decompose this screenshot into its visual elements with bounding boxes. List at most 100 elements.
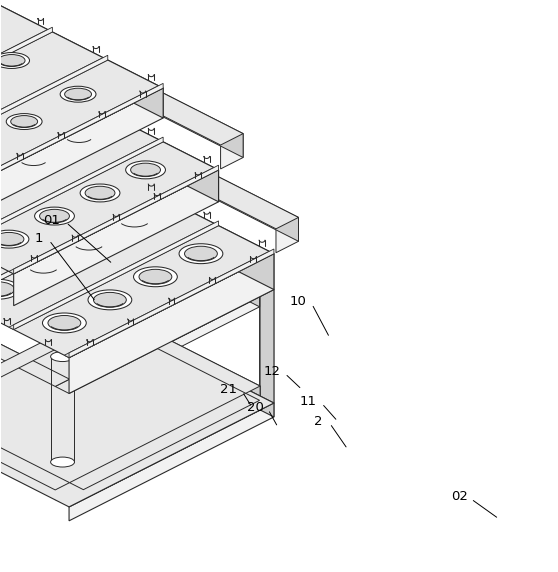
Polygon shape — [0, 220, 107, 319]
Ellipse shape — [0, 279, 20, 299]
Ellipse shape — [0, 232, 24, 246]
Polygon shape — [69, 249, 274, 358]
Polygon shape — [13, 165, 219, 274]
Polygon shape — [122, 316, 260, 396]
Polygon shape — [0, 195, 163, 301]
Ellipse shape — [0, 176, 3, 189]
Polygon shape — [0, 30, 52, 136]
Text: 01: 01 — [43, 214, 60, 227]
Ellipse shape — [88, 290, 132, 310]
Ellipse shape — [118, 213, 151, 228]
Ellipse shape — [85, 186, 115, 200]
Text: 11: 11 — [299, 395, 316, 408]
Polygon shape — [246, 283, 260, 300]
Polygon shape — [276, 217, 299, 253]
Polygon shape — [0, 167, 108, 273]
Ellipse shape — [65, 88, 92, 100]
Polygon shape — [0, 4, 163, 192]
Polygon shape — [0, 140, 163, 246]
Polygon shape — [0, 193, 163, 301]
Polygon shape — [246, 290, 259, 307]
Ellipse shape — [48, 316, 81, 331]
Polygon shape — [0, 169, 274, 358]
Polygon shape — [0, 86, 219, 274]
Ellipse shape — [40, 209, 69, 223]
Text: 20: 20 — [247, 401, 263, 414]
Polygon shape — [52, 86, 219, 202]
Ellipse shape — [42, 313, 86, 333]
Ellipse shape — [185, 246, 218, 261]
Polygon shape — [13, 170, 219, 305]
Ellipse shape — [131, 163, 161, 177]
Ellipse shape — [73, 236, 105, 251]
Polygon shape — [0, 323, 107, 422]
Polygon shape — [93, 213, 107, 229]
Text: 21: 21 — [220, 383, 237, 396]
Polygon shape — [0, 112, 108, 218]
Polygon shape — [55, 379, 70, 396]
Polygon shape — [77, 49, 243, 157]
Polygon shape — [55, 49, 243, 145]
Ellipse shape — [51, 352, 74, 362]
Polygon shape — [0, 109, 108, 218]
Polygon shape — [110, 133, 299, 229]
Polygon shape — [0, 55, 108, 164]
Ellipse shape — [80, 184, 120, 202]
Polygon shape — [70, 394, 259, 490]
Polygon shape — [132, 133, 299, 241]
Polygon shape — [0, 81, 52, 189]
Polygon shape — [246, 283, 274, 297]
Polygon shape — [69, 386, 83, 507]
Polygon shape — [83, 400, 259, 499]
Polygon shape — [69, 254, 274, 394]
Ellipse shape — [13, 150, 54, 168]
Polygon shape — [246, 386, 260, 403]
Text: 2: 2 — [314, 415, 322, 428]
Ellipse shape — [0, 173, 8, 191]
Polygon shape — [0, 316, 107, 412]
Ellipse shape — [113, 210, 156, 230]
Polygon shape — [93, 316, 107, 333]
Ellipse shape — [22, 256, 65, 276]
Polygon shape — [259, 289, 274, 410]
Text: 1: 1 — [35, 232, 44, 245]
Ellipse shape — [0, 53, 30, 69]
Polygon shape — [0, 165, 108, 273]
Ellipse shape — [18, 153, 49, 166]
Ellipse shape — [179, 244, 223, 264]
Ellipse shape — [35, 207, 74, 225]
Polygon shape — [70, 290, 259, 386]
Polygon shape — [260, 283, 274, 403]
Polygon shape — [55, 483, 70, 500]
Polygon shape — [107, 212, 260, 290]
Polygon shape — [0, 319, 274, 507]
Polygon shape — [246, 394, 259, 410]
Ellipse shape — [64, 129, 94, 143]
Polygon shape — [9, 223, 219, 329]
Ellipse shape — [139, 269, 172, 284]
Ellipse shape — [0, 230, 29, 248]
Polygon shape — [0, 27, 52, 136]
Ellipse shape — [0, 282, 15, 297]
Ellipse shape — [67, 233, 111, 253]
Text: 02: 02 — [451, 490, 468, 503]
Polygon shape — [70, 379, 83, 499]
Polygon shape — [0, 86, 163, 192]
Ellipse shape — [60, 86, 96, 102]
Polygon shape — [0, 412, 70, 490]
Ellipse shape — [59, 127, 99, 145]
Polygon shape — [83, 297, 259, 396]
Polygon shape — [0, 137, 163, 246]
Polygon shape — [108, 319, 274, 417]
Polygon shape — [108, 169, 274, 289]
Polygon shape — [0, 84, 52, 189]
Ellipse shape — [94, 292, 126, 307]
Ellipse shape — [0, 54, 25, 66]
Polygon shape — [0, 88, 163, 222]
Polygon shape — [64, 251, 274, 358]
Polygon shape — [0, 4, 163, 118]
Polygon shape — [9, 168, 219, 274]
Polygon shape — [107, 316, 260, 394]
Text: 12: 12 — [263, 365, 281, 378]
Polygon shape — [0, 309, 70, 387]
